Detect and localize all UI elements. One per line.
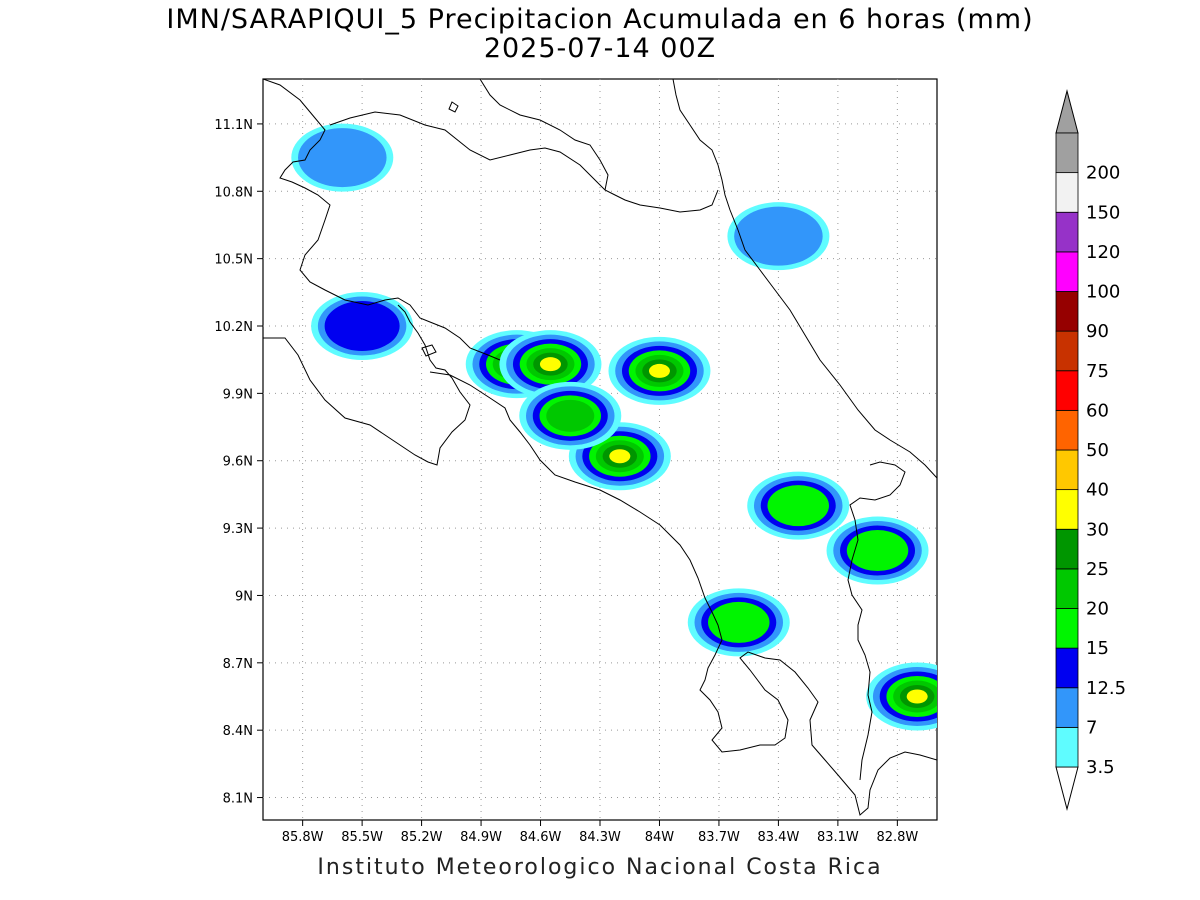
precip-contour [648,363,670,378]
lat-tick-label: 10.8N [214,185,253,200]
legend-min-arrow [1055,766,1079,811]
caribbean-coastline [263,79,501,361]
precip-contour [539,357,561,372]
legend-swatch [1055,370,1079,411]
pacific-coastline [263,304,937,816]
precip-contour [906,689,928,704]
legend-label: 90 [1086,321,1109,342]
legend-label: 75 [1086,361,1109,382]
precip-contour [734,206,823,266]
lon-tick-label: 84W [645,830,675,845]
legend-label: 50 [1086,440,1109,461]
legend-label: 15 [1086,638,1109,659]
lat-tick-label: 9.3N [223,522,253,537]
legend-label: 12.5 [1086,678,1126,699]
panama-border [847,461,906,781]
legend-swatch [1055,211,1079,253]
legend-swatch [1055,687,1079,728]
legend-label: 120 [1086,242,1120,263]
precip-contour [298,128,387,188]
chart-title: IMN/SARAPIQUI_5 Precipitacion Acumulada … [166,4,1034,35]
lat-tick-label: 9.9N [223,387,253,402]
legend-swatch [1055,489,1079,530]
lat-tick-label: 8.1N [223,792,253,807]
precip-contour [546,399,595,432]
nicaragua-border [329,111,719,213]
legend-label: 20 [1086,599,1109,620]
precipitation-field [291,123,937,731]
footer-credit: Instituto Meteorologico Nacional Costa R… [317,855,883,880]
legend-label: 3.5 [1086,757,1115,778]
precip-contour [846,530,909,572]
gulf-island [421,344,437,357]
legend-swatch [1055,568,1079,609]
legend-label: 150 [1086,202,1120,223]
lat-tick-label: 8.4N [223,724,253,739]
lon-tick-label: 83.7W [698,830,740,845]
lon-tick-label: 84.3W [579,830,621,845]
lat-tick-label: 11.1N [214,118,253,133]
lon-tick-label: 83.4W [758,830,800,845]
lon-tick-label: 83.1W [817,830,859,845]
lat-tick-label: 10.5N [214,253,253,268]
lat-tick-label: 9N [235,589,253,604]
legend-swatch [1055,528,1079,570]
legend-label: 7 [1086,717,1097,738]
legend-max-arrow [1055,89,1079,134]
precip-contour [767,485,829,527]
caribbean-coast-east [717,164,937,479]
nicaragua-shore [672,79,719,166]
legend-swatch [1055,608,1079,649]
lat-tick-label: 9.6N [223,455,253,470]
legend-label: 100 [1086,282,1120,303]
island [448,101,459,113]
legend-swatch [1055,251,1079,292]
legend-label: 30 [1086,519,1109,540]
legend-swatch [1055,132,1079,174]
lon-tick-label: 85.5W [341,830,383,845]
lon-tick-label: 84.6W [520,830,562,845]
legend-label: 25 [1086,559,1109,580]
legend-swatch [1055,726,1079,768]
lon-tick-label: 84.9W [460,830,502,845]
legend-swatch [1055,291,1079,332]
lon-tick-label: 85.2W [401,830,443,845]
lat-tick-label: 10.2N [214,320,253,335]
lat-tick-label: 8.7N [223,657,253,672]
legend-label: 200 [1086,163,1120,184]
legend-label: 40 [1086,480,1109,501]
lake-shore [479,79,609,191]
lon-tick-label: 85.8W [282,830,324,845]
legend-label: 60 [1086,400,1109,421]
legend-swatch [1055,172,1079,213]
legend-swatch [1055,409,1079,451]
legend-swatch [1055,330,1079,372]
precip-contour [708,601,770,643]
lon-tick-label: 82.8W [876,830,918,845]
legend-swatch [1055,449,1079,491]
axis-tick-labels: 85.8W 85.5W 85.2W 84.9W 84.6W 84.3W 84W 83.7W 83… [214,118,918,845]
precip-contour [609,449,631,464]
coastlines [263,79,937,816]
chart-date: 2025-07-14 00Z [483,33,717,64]
legend-swatch [1055,647,1079,689]
precip-contour [324,301,400,351]
